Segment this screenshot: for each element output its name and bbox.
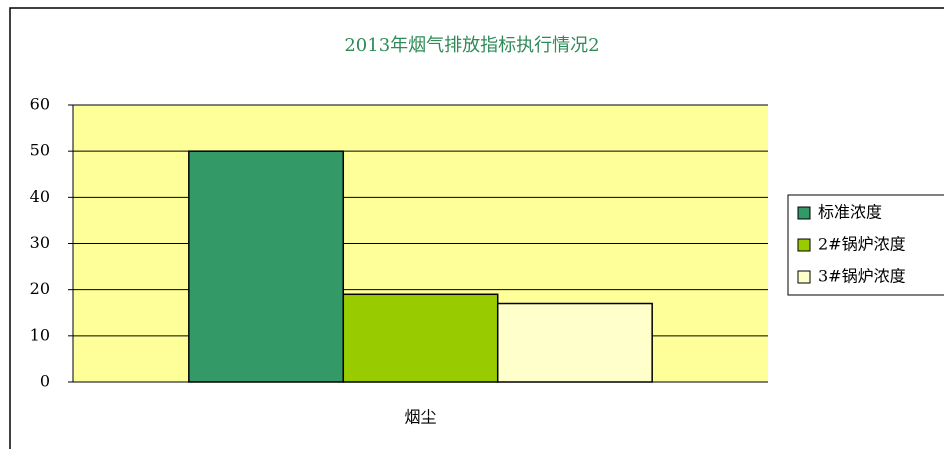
legend-swatch <box>797 270 811 284</box>
y-tick-label: 60 <box>30 95 50 114</box>
y-tick-label: 0 <box>40 372 50 391</box>
y-tick-label: 10 <box>30 325 50 344</box>
bar <box>188 150 345 383</box>
x-tick-label: 烟尘 <box>404 408 436 427</box>
chart-title: 2013年烟气排放指标执行情况2 <box>344 35 599 56</box>
legend-swatch <box>797 238 811 252</box>
legend-label: 2#锅炉浓度 <box>818 235 906 254</box>
y-tick-label: 50 <box>30 141 50 160</box>
legend-swatch <box>797 206 811 220</box>
bar <box>496 302 653 383</box>
legend-label: 3#锅炉浓度 <box>818 267 906 286</box>
bar <box>342 293 499 383</box>
y-tick-label: 30 <box>30 233 50 252</box>
legend-label: 标准浓度 <box>818 203 882 222</box>
legend-box <box>787 194 944 296</box>
y-tick-label: 20 <box>30 279 50 298</box>
y-tick-label: 40 <box>30 187 50 206</box>
